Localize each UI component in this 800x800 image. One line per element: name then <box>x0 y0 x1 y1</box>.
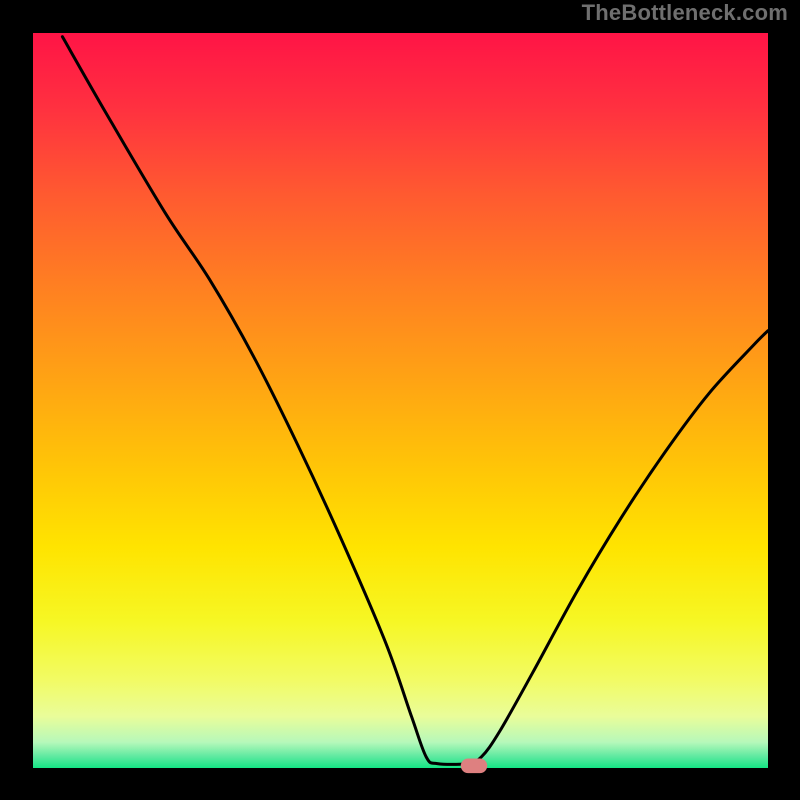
chart-background-gradient <box>33 33 768 768</box>
bottleneck-chart <box>0 0 800 800</box>
chart-stage: TheBottleneck.com <box>0 0 800 800</box>
optimal-point-marker <box>461 758 487 773</box>
watermark-text: TheBottleneck.com <box>582 0 788 26</box>
